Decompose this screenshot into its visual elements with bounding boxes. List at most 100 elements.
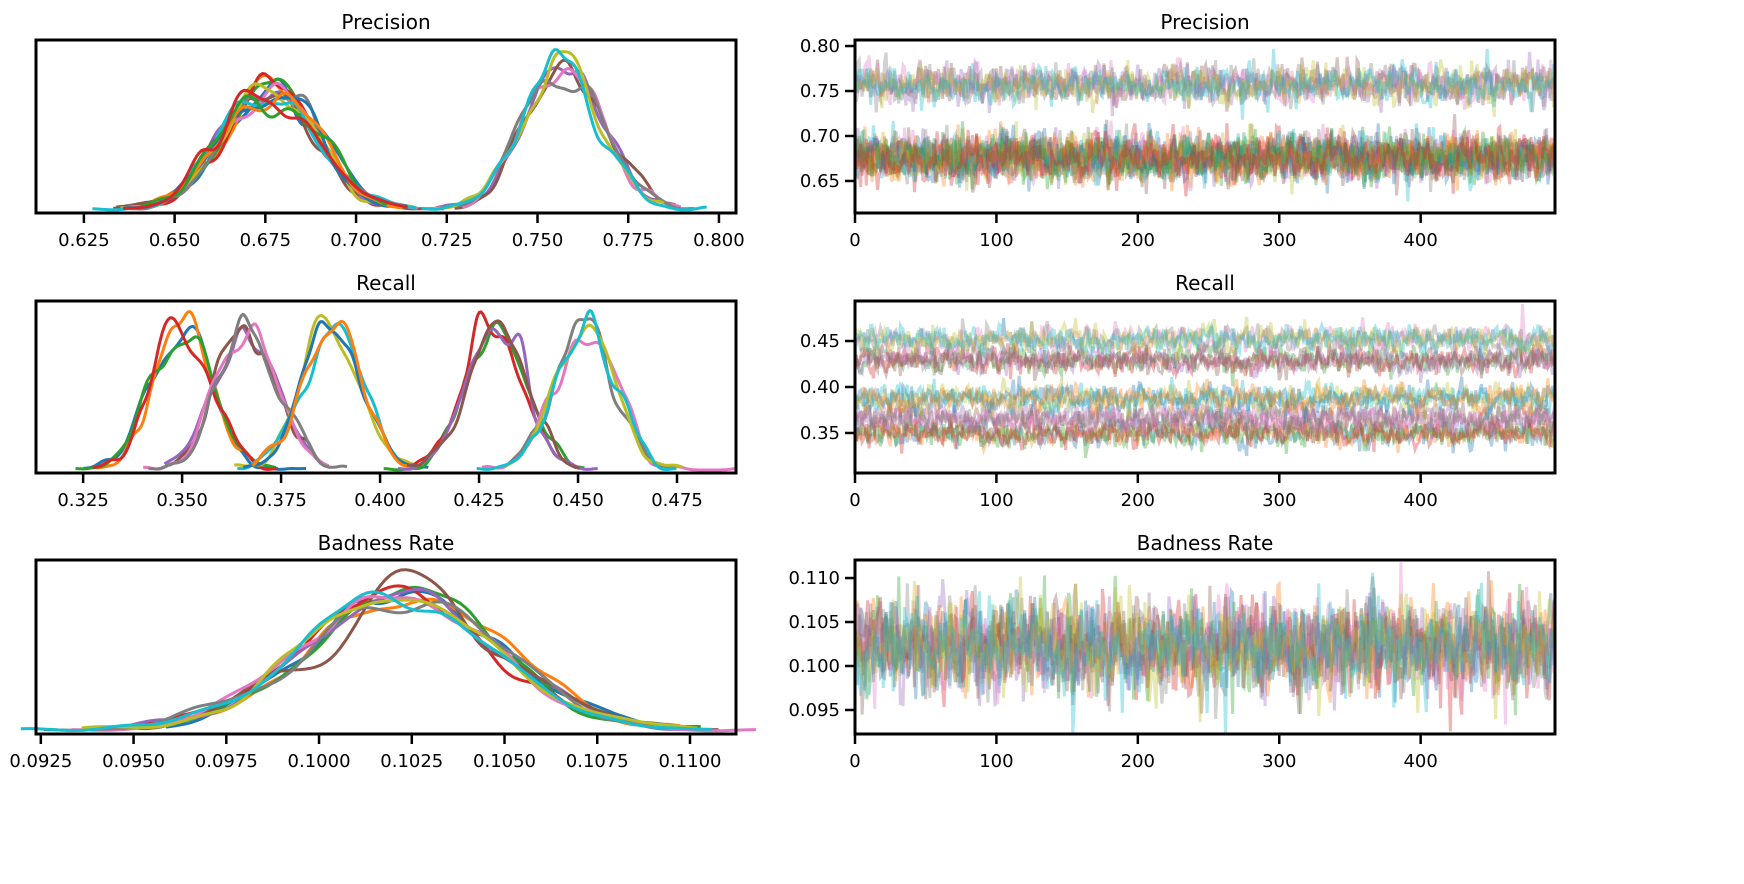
trace-line-chain-9 xyxy=(855,376,1555,421)
trace-line-chain-8 xyxy=(855,121,1555,195)
density-line-chain-15 xyxy=(406,319,581,470)
trace-line-chain-8 xyxy=(855,576,1555,723)
trace-line-chain-16 xyxy=(855,55,1555,110)
x-tick-label: 0.1075 xyxy=(566,751,629,772)
trace-line-chain-4 xyxy=(855,396,1555,441)
y-tick-label: 0.45 xyxy=(800,331,840,352)
x-tick-label: 0.325 xyxy=(57,490,109,511)
density-line-chain-13 xyxy=(122,88,408,210)
x-tick-label: 200 xyxy=(1121,751,1155,772)
density-line-chain-2 xyxy=(75,335,277,471)
density-line-chain-8 xyxy=(81,598,698,730)
density-line-chain-11 xyxy=(251,319,419,468)
trace-line-chain-13 xyxy=(855,123,1555,194)
density-line-chain-19 xyxy=(476,308,677,471)
trace-line-chain-19 xyxy=(855,48,1555,120)
trace-line-chain-17 xyxy=(855,318,1555,361)
trace-line-chain-3 xyxy=(855,122,1555,197)
density-line-chain-12 xyxy=(383,320,585,472)
density-axes-frame xyxy=(34,299,738,475)
trace-line-chain-14 xyxy=(855,336,1555,383)
x-tick-label: 0.1025 xyxy=(380,751,443,772)
trace-line-chain-15 xyxy=(855,54,1555,112)
x-tick-label: 0.775 xyxy=(602,230,654,251)
trace-line-chain-1 xyxy=(855,121,1555,191)
x-tick-label: 100 xyxy=(979,751,1013,772)
x-tick-label: 0.1100 xyxy=(659,751,722,772)
trace-line-chain-6 xyxy=(855,399,1555,443)
trace-line-chain-4 xyxy=(855,578,1555,711)
trace-line-chain-14 xyxy=(855,51,1555,117)
x-tick-label: 0.650 xyxy=(149,230,201,251)
x-tick-label: 0.800 xyxy=(693,230,745,251)
trace-line-chain-0 xyxy=(855,404,1555,457)
density-line-chain-17 xyxy=(450,78,693,211)
density-panel-precision: 0.625 0.650 0.675 0.700 0.725 0.750 0.775 0.800 xyxy=(34,38,745,251)
trace-line-chain-5 xyxy=(855,114,1555,196)
x-tick-label: 400 xyxy=(1403,230,1437,251)
y-tick-label: 0.80 xyxy=(800,36,840,57)
x-tick-label: 200 xyxy=(1121,490,1155,511)
y-tick-label: 0.095 xyxy=(788,700,840,721)
trace-line-chain-0 xyxy=(855,586,1555,703)
density-line-chain-6 xyxy=(71,595,757,733)
trace-title-recall: Recall xyxy=(1175,271,1235,295)
trace-line-chain-12 xyxy=(855,125,1555,190)
x-tick-label: 0 xyxy=(849,751,860,772)
trace-line-chain-11 xyxy=(855,124,1555,187)
trace-line-chain-17 xyxy=(855,52,1555,113)
trace-axes-frame xyxy=(853,558,1557,736)
density-axes-frame xyxy=(34,38,738,215)
density-panel-recall: 0.325 0.350 0.375 0.400 0.425 0.450 0.475 xyxy=(34,299,738,511)
trace-line-chain-3 xyxy=(855,588,1555,732)
x-tick-label: 200 xyxy=(1121,230,1155,251)
density-title-precision: Precision xyxy=(341,10,430,34)
x-tick-label: 300 xyxy=(1262,751,1296,772)
x-tick-label: 0 xyxy=(849,490,860,511)
x-tick-label: 0.1000 xyxy=(288,751,351,772)
trace-line-chain-1 xyxy=(855,412,1555,456)
trace-title-precision: Precision xyxy=(1160,10,1249,34)
y-tick-label: 0.70 xyxy=(800,126,840,147)
trace-line-chain-1 xyxy=(855,580,1555,703)
trace-line-chain-15 xyxy=(855,340,1555,382)
x-tick-label: 400 xyxy=(1403,751,1437,772)
trace-panel-precision: 0 100 200 300 400 0.65 0.70 0.75 0.80 xyxy=(800,36,1557,251)
trace-line-chain-7 xyxy=(855,394,1555,441)
x-tick-label: 0.375 xyxy=(255,490,307,511)
x-tick-label: 0.350 xyxy=(156,490,208,511)
trace-line-chain-2 xyxy=(855,575,1555,716)
trace-line-chain-0 xyxy=(855,122,1555,190)
density-line-chain-18 xyxy=(433,50,665,210)
x-tick-label: 0 xyxy=(849,230,860,251)
y-tick-label: 0.35 xyxy=(800,423,840,444)
trace-line-chain-7 xyxy=(855,576,1555,719)
trace-line-chain-8 xyxy=(855,375,1555,422)
x-tick-label: 400 xyxy=(1403,490,1437,511)
x-tick-label: 100 xyxy=(979,230,1013,251)
x-tick-label: 300 xyxy=(1262,490,1296,511)
trace-line-chain-9 xyxy=(855,120,1555,202)
trace-line-chain-13 xyxy=(855,338,1555,381)
x-tick-label: 0.400 xyxy=(354,490,406,511)
trace-panel-recall: 0 100 200 300 400 0.35 0.40 0.45 xyxy=(800,299,1557,511)
trace-line-chain-9 xyxy=(855,572,1555,734)
trace-axes-frame xyxy=(853,38,1557,215)
x-tick-label: 0.750 xyxy=(512,230,564,251)
x-tick-label: 0.625 xyxy=(58,230,110,251)
trace-line-chain-16 xyxy=(855,304,1555,364)
trace-line-chain-2 xyxy=(855,121,1555,190)
density-line-chain-17 xyxy=(508,317,675,470)
density-line-chain-1 xyxy=(164,597,681,728)
trace-line-chain-10 xyxy=(855,375,1555,423)
density-title-badness-rate: Badness Rate xyxy=(318,531,455,555)
density-panel-badness-rate: 0.0925 0.0950 0.0975 0.1000 0.1025 0.1050 0.10… xyxy=(9,558,757,772)
trace-line-chain-2 xyxy=(855,410,1555,459)
x-tick-label: 0.450 xyxy=(552,490,604,511)
y-tick-label: 0.40 xyxy=(800,377,840,398)
x-tick-label: 0.0950 xyxy=(102,751,165,772)
x-tick-label: 0.725 xyxy=(421,230,473,251)
trace-line-chain-18 xyxy=(855,59,1555,117)
trace-line-chain-18 xyxy=(855,316,1555,361)
